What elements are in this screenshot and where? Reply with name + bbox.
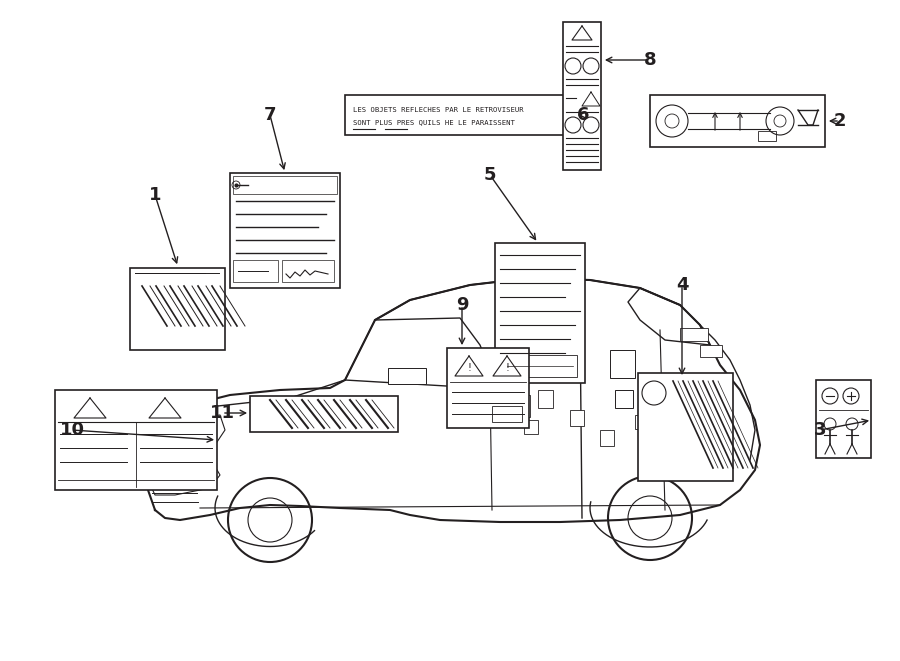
Text: 1: 1 bbox=[148, 186, 161, 204]
Bar bbox=[615, 390, 633, 408]
Bar bbox=[310, 416, 328, 426]
Text: 4: 4 bbox=[676, 276, 688, 294]
Text: 3: 3 bbox=[814, 421, 826, 439]
Text: LES OBJETS REFLECHES PAR LE RETROVISEUR: LES OBJETS REFLECHES PAR LE RETROVISEUR bbox=[353, 107, 524, 113]
Bar bbox=[130, 268, 225, 350]
Bar bbox=[447, 348, 529, 428]
Bar bbox=[570, 410, 584, 426]
Bar bbox=[250, 396, 398, 432]
Bar bbox=[492, 406, 522, 422]
Bar bbox=[680, 328, 708, 341]
Text: !: ! bbox=[505, 363, 508, 373]
Bar bbox=[345, 95, 575, 135]
Text: 10: 10 bbox=[59, 421, 85, 439]
Text: 9: 9 bbox=[455, 296, 468, 314]
Bar bbox=[758, 131, 776, 141]
Text: !: ! bbox=[467, 363, 471, 373]
Bar bbox=[524, 420, 538, 434]
Bar bbox=[650, 95, 825, 147]
Bar bbox=[295, 405, 317, 415]
Bar bbox=[563, 22, 601, 170]
Text: 6: 6 bbox=[577, 106, 590, 124]
Bar bbox=[700, 345, 722, 357]
Bar bbox=[282, 260, 334, 282]
Text: 8: 8 bbox=[644, 51, 656, 69]
Bar bbox=[610, 350, 635, 378]
Bar bbox=[503, 355, 577, 377]
Bar bbox=[600, 430, 614, 446]
Bar bbox=[495, 243, 585, 383]
Bar bbox=[388, 368, 426, 384]
Bar bbox=[233, 176, 337, 194]
Text: SONT PLUS PRES QUILS HE LE PARAISSENT: SONT PLUS PRES QUILS HE LE PARAISSENT bbox=[353, 119, 515, 125]
Text: 7: 7 bbox=[264, 106, 276, 124]
Bar bbox=[638, 373, 733, 481]
Bar bbox=[538, 390, 553, 408]
Text: 2: 2 bbox=[833, 112, 846, 130]
Bar bbox=[55, 390, 217, 490]
Text: 5: 5 bbox=[484, 166, 496, 184]
Bar bbox=[233, 260, 278, 282]
Text: 11: 11 bbox=[210, 404, 235, 422]
Bar bbox=[230, 173, 340, 288]
Bar bbox=[816, 380, 871, 458]
Bar bbox=[635, 415, 647, 429]
Bar bbox=[510, 395, 530, 417]
